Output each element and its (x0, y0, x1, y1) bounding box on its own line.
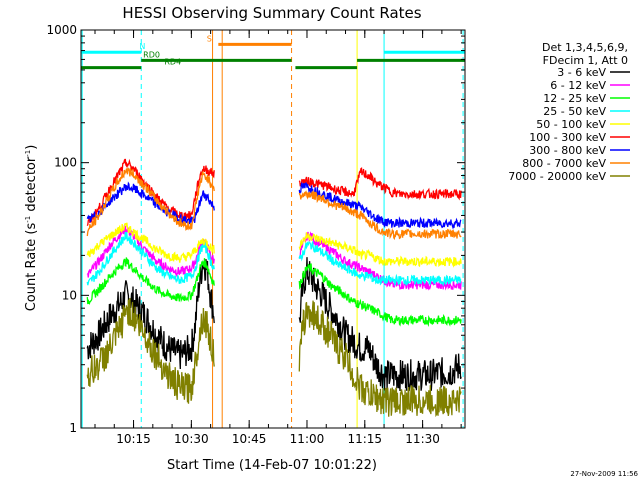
series-line (298, 190, 462, 241)
series-line (86, 167, 215, 237)
state-bar-label: N (139, 42, 145, 51)
footer-date: 27-Nov-2009 11:56 (570, 470, 638, 478)
series-line (86, 222, 215, 263)
series-line (298, 263, 462, 327)
series-line (86, 231, 215, 286)
y-tick-label: 1000 (46, 23, 77, 37)
x-tick-label: 10:15 (116, 432, 151, 446)
legend-header: FDecim 1, Att 0 (543, 54, 628, 67)
y-tick-label: 1 (69, 421, 77, 435)
legend-entry-label: 100 - 300 keV (529, 131, 606, 144)
y-tick-label: 100 (54, 156, 77, 170)
series-line (298, 181, 462, 230)
legend-entry-label: 300 - 800 keV (529, 144, 606, 157)
legend-entry-label: 3 - 6 keV (557, 66, 606, 79)
series-line (298, 232, 462, 268)
series-line (298, 257, 462, 393)
y-axis-label: Count Rate (s-1 detector-1) (24, 145, 39, 312)
series-line (298, 167, 462, 201)
legend-entry-label: 50 - 100 keV (536, 118, 606, 131)
x-tick-label: 11:00 (290, 432, 325, 446)
series-line (298, 240, 462, 287)
x-tick-label: 10:30 (174, 432, 209, 446)
x-tick-label: 11:15 (347, 432, 382, 446)
series-line (86, 225, 215, 278)
legend-entry-label: 7000 - 20000 keV (508, 170, 606, 183)
y-tick-label: 10 (62, 288, 77, 302)
series-line (298, 300, 462, 418)
legend-entry-label: 25 - 50 keV (543, 105, 606, 118)
x-tick-label: 11:30 (405, 432, 440, 446)
state-bar-label: S (207, 34, 212, 43)
plot-area (80, 29, 466, 429)
legend-entry-label: 6 - 12 keV (550, 79, 606, 92)
state-bar-label: RD0 (143, 50, 160, 59)
x-tick-label: 10:45 (232, 432, 267, 446)
chart-title: HESSI Observing Summary Count Rates (122, 4, 421, 22)
series-line (86, 257, 215, 305)
legend-header: Det 1,3,4,5,6,9, (542, 41, 628, 54)
series-line (86, 297, 215, 404)
legend: Det 1,3,4,5,6,9,FDecim 1, Att 03 - 6 keV… (508, 41, 630, 183)
x-axis-label: Start Time (14-Feb-07 10:01:22) (167, 458, 377, 473)
legend-entry-label: 800 - 7000 keV (522, 157, 606, 170)
series-line (86, 259, 215, 370)
state-bar-label: RD4 (164, 58, 181, 67)
legend-entry-label: 12 - 25 keV (543, 92, 606, 105)
